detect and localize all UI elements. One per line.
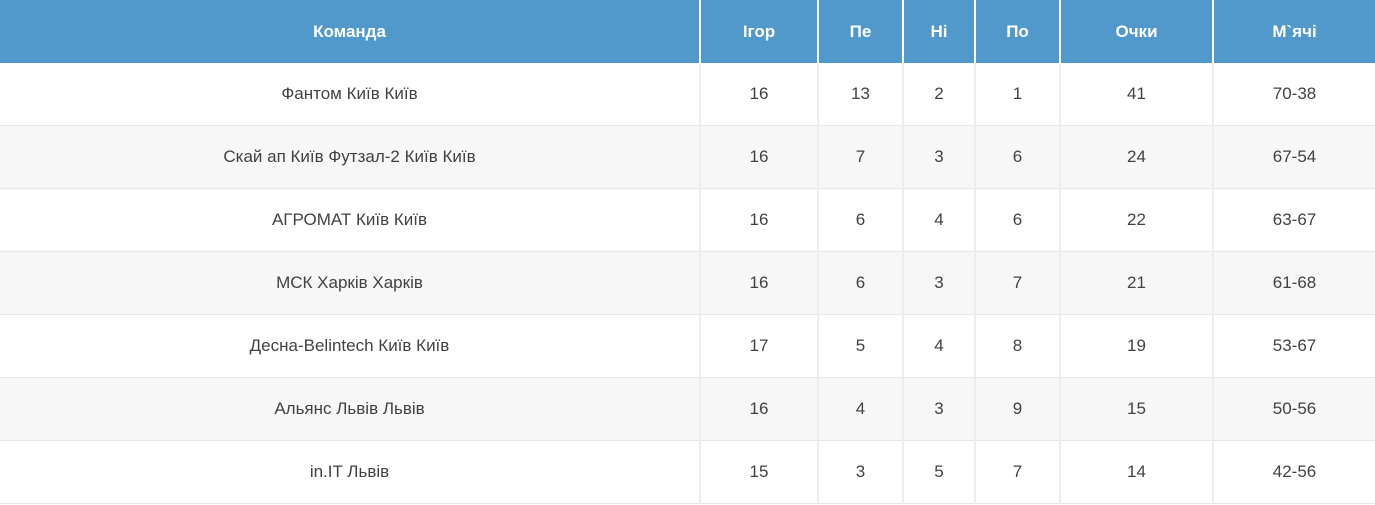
cell-points: 24 — [1059, 125, 1213, 189]
cell-goals: 61-68 — [1212, 251, 1375, 315]
cell-wins: 5 — [817, 314, 903, 378]
column-header-draws: Ні — [902, 0, 975, 63]
table-body: Фантом Київ Київ 16 13 2 1 41 70-38 Скай… — [0, 63, 1375, 504]
cell-team: АГРОМАТ Київ Київ — [0, 188, 700, 252]
cell-draws: 3 — [902, 125, 975, 189]
column-header-games: Ігор — [699, 0, 818, 63]
cell-goals: 63-67 — [1212, 188, 1375, 252]
cell-points: 41 — [1059, 63, 1213, 126]
cell-goals: 42-56 — [1212, 440, 1375, 504]
table-row: АГРОМАТ Київ Київ 16 6 4 6 22 63-67 — [0, 188, 1375, 252]
cell-goals: 53-67 — [1212, 314, 1375, 378]
table-row: Десна-Belintech Київ Київ 17 5 4 8 19 53… — [0, 314, 1375, 378]
cell-games: 16 — [699, 251, 818, 315]
cell-losses: 6 — [974, 188, 1060, 252]
cell-wins: 3 — [817, 440, 903, 504]
cell-goals: 50-56 — [1212, 377, 1375, 441]
cell-draws: 3 — [902, 251, 975, 315]
column-header-team: Команда — [0, 0, 700, 63]
cell-team: МСК Харків Харків — [0, 251, 700, 315]
cell-losses: 8 — [974, 314, 1060, 378]
cell-draws: 5 — [902, 440, 975, 504]
cell-goals: 70-38 — [1212, 63, 1375, 126]
cell-team: Десна-Belintech Київ Київ — [0, 314, 700, 378]
table-row: МСК Харків Харків 16 6 3 7 21 61-68 — [0, 251, 1375, 315]
cell-team: Фантом Київ Київ — [0, 63, 700, 126]
cell-games: 16 — [699, 125, 818, 189]
table-header: Команда Ігор Пе Ні По Очки М`ячі — [0, 0, 1375, 63]
cell-points: 19 — [1059, 314, 1213, 378]
cell-team: Альянс Львів Львів — [0, 377, 700, 441]
column-header-losses: По — [974, 0, 1060, 63]
cell-goals: 67-54 — [1212, 125, 1375, 189]
table-row: Альянс Львів Львів 16 4 3 9 15 50-56 — [0, 377, 1375, 441]
cell-games: 16 — [699, 188, 818, 252]
cell-losses: 7 — [974, 440, 1060, 504]
cell-points: 22 — [1059, 188, 1213, 252]
cell-games: 16 — [699, 377, 818, 441]
cell-wins: 6 — [817, 251, 903, 315]
cell-draws: 4 — [902, 188, 975, 252]
cell-draws: 4 — [902, 314, 975, 378]
cell-wins: 4 — [817, 377, 903, 441]
cell-team: Скай ап Київ Футзал-2 Київ Київ — [0, 125, 700, 189]
cell-points: 14 — [1059, 440, 1213, 504]
cell-games: 15 — [699, 440, 818, 504]
cell-wins: 6 — [817, 188, 903, 252]
column-header-goals: М`ячі — [1212, 0, 1375, 63]
table-row: Фантом Київ Київ 16 13 2 1 41 70-38 — [0, 63, 1375, 126]
table-row: Скай ап Київ Футзал-2 Київ Київ 16 7 3 6… — [0, 125, 1375, 189]
cell-losses: 6 — [974, 125, 1060, 189]
cell-losses: 7 — [974, 251, 1060, 315]
table-row: in.IT Львів 15 3 5 7 14 42-56 — [0, 440, 1375, 504]
column-header-points: Очки — [1059, 0, 1213, 63]
cell-draws: 2 — [902, 63, 975, 126]
cell-wins: 7 — [817, 125, 903, 189]
cell-draws: 3 — [902, 377, 975, 441]
column-header-wins: Пе — [817, 0, 903, 63]
cell-team: in.IT Львів — [0, 440, 700, 504]
cell-losses: 9 — [974, 377, 1060, 441]
header-row: Команда Ігор Пе Ні По Очки М`ячі — [0, 0, 1375, 63]
cell-wins: 13 — [817, 63, 903, 126]
cell-points: 21 — [1059, 251, 1213, 315]
cell-losses: 1 — [974, 63, 1060, 126]
cell-games: 17 — [699, 314, 818, 378]
cell-games: 16 — [699, 63, 818, 126]
cell-points: 15 — [1059, 377, 1213, 441]
